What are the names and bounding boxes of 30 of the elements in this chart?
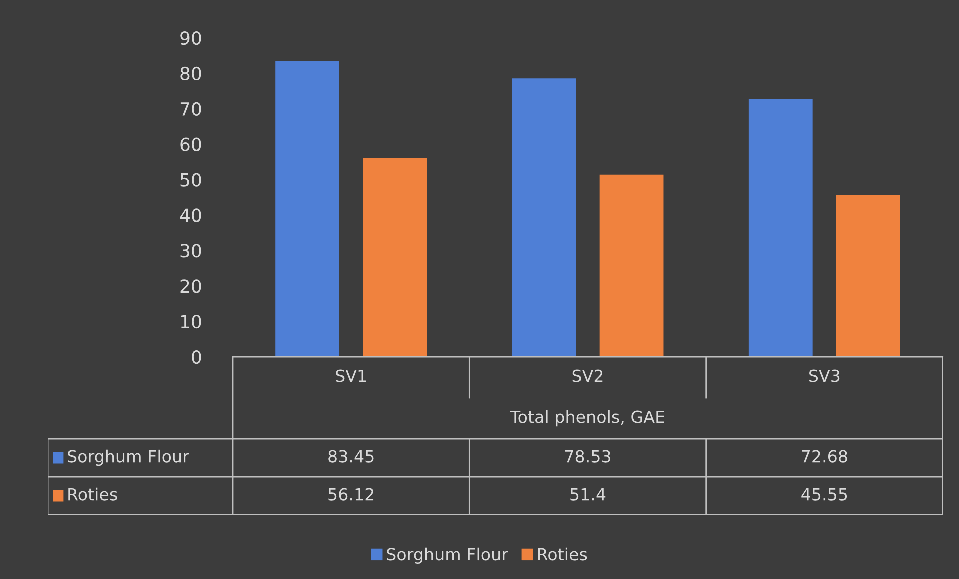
text: Roties [68, 488, 118, 501]
text: Sorghum Flour [387, 548, 508, 564]
bar [748, 99, 813, 357]
x-tick-label: SV2 [572, 370, 603, 382]
y-tick-label: 70 [180, 102, 202, 116]
y-tick-label: 40 [180, 208, 202, 222]
legend-label: Roties [538, 548, 588, 561]
y-tick-label: 10 [181, 315, 202, 329]
data-label: 78.53 [566, 450, 611, 463]
y-tick-label: 30 [180, 244, 202, 258]
y-tick-label: 60 [180, 138, 202, 152]
x-tick-label: SV3 [809, 370, 840, 382]
bar [512, 78, 576, 357]
legend-label: Sorghum Flour [68, 450, 190, 466]
bar [600, 174, 664, 357]
data-label: 72.68 [802, 450, 848, 463]
x-axis-title: Total phenols, GAE [510, 410, 664, 427]
bar [276, 61, 340, 357]
bar [363, 158, 428, 357]
y-tick-label: 90 [180, 31, 202, 46]
bar [836, 196, 900, 357]
y-tick-label: 20 [180, 280, 202, 294]
y-tick-label: 50 [180, 173, 202, 187]
y-tick-label: 80 [180, 66, 202, 81]
data-label: 56.12 [328, 488, 374, 501]
data-label: 45.55 [802, 488, 848, 501]
y-tick-label: 0 [192, 350, 202, 364]
x-tick-label: SV1 [336, 370, 366, 382]
data-label: 51.4 [570, 488, 606, 501]
data-label: 83.45 [328, 450, 374, 463]
